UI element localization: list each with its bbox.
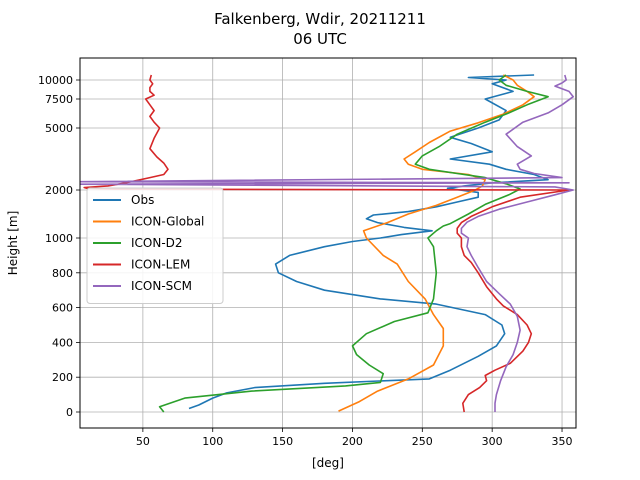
x-tick-label: 100 xyxy=(202,435,223,448)
y-tick-label: 400 xyxy=(52,336,73,349)
legend-label: Obs xyxy=(131,193,154,207)
chart-title: Falkenberg, Wdir, 20211211 xyxy=(214,10,426,28)
legend-label: ICON-Global xyxy=(131,215,204,229)
chart-subtitle: 06 UTC xyxy=(293,30,347,48)
y-tick-label: 1000 xyxy=(45,232,73,245)
x-tick-label: 150 xyxy=(272,435,293,448)
series-line-icon-d2 xyxy=(158,74,549,413)
y-axis-label: Height [m] xyxy=(6,211,20,276)
y-tick-label: 10000 xyxy=(38,74,73,87)
x-tick-label: 50 xyxy=(136,435,150,448)
x-tick-label: 300 xyxy=(482,435,503,448)
series-line-icon-global xyxy=(338,74,535,412)
legend-label: ICON-LEM xyxy=(131,258,190,272)
series-line-icon-scm xyxy=(80,74,574,412)
series-line-icon-lem xyxy=(83,74,570,413)
y-tick-label: 0 xyxy=(66,406,73,419)
axis-ticks: 50 100 150 200 250 300 350 0 200 400 600 800 1000 200… xyxy=(38,74,573,448)
x-axis-label: [deg] xyxy=(312,456,344,470)
y-tick-label: 5000 xyxy=(45,122,73,135)
axes-frame xyxy=(79,57,577,429)
series-line-obs xyxy=(188,74,549,410)
y-tick-label: 7500 xyxy=(45,93,73,106)
legend-label: ICON-D2 xyxy=(131,236,183,250)
y-tick-label: 200 xyxy=(52,371,73,384)
legend-box xyxy=(86,187,224,304)
y-tick-label: 600 xyxy=(52,302,73,315)
x-tick-label: 200 xyxy=(342,435,363,448)
x-tick-label: 250 xyxy=(412,435,433,448)
legend-label: ICON-SCM xyxy=(131,279,192,293)
legend: Obs ICON-Global ICON-D2 ICON-LEM ICON-SCM xyxy=(86,187,224,304)
y-tick-label: 2000 xyxy=(45,184,73,197)
plot-area xyxy=(80,74,574,413)
y-tick-label: 800 xyxy=(52,267,73,280)
x-tick-label: 350 xyxy=(552,435,573,448)
